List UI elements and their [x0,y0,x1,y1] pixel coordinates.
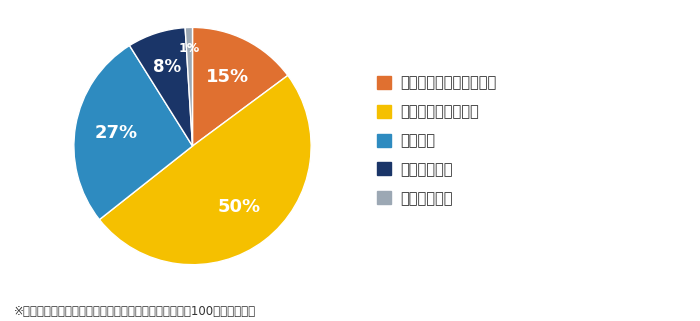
Wedge shape [99,75,311,265]
Text: 50%: 50% [218,198,261,216]
Text: 15%: 15% [206,68,248,86]
Text: 27%: 27% [95,124,138,142]
Wedge shape [74,46,193,220]
Legend: 内容を含めて知っている, 名称だけ知っている, 知らない, 全く知らない, わかりづらい: 内容を含めて知っている, 名称だけ知っている, 知らない, 全く知らない, わか… [377,75,496,206]
Text: 8%: 8% [153,58,181,76]
Wedge shape [130,28,192,146]
Text: ※小数点以下を四捨五入しているため、必ずしも合計が100にならない。: ※小数点以下を四捨五入しているため、必ずしも合計が100にならない。 [14,305,256,318]
Text: 1%: 1% [178,42,200,55]
Wedge shape [185,27,193,146]
Wedge shape [193,27,288,146]
